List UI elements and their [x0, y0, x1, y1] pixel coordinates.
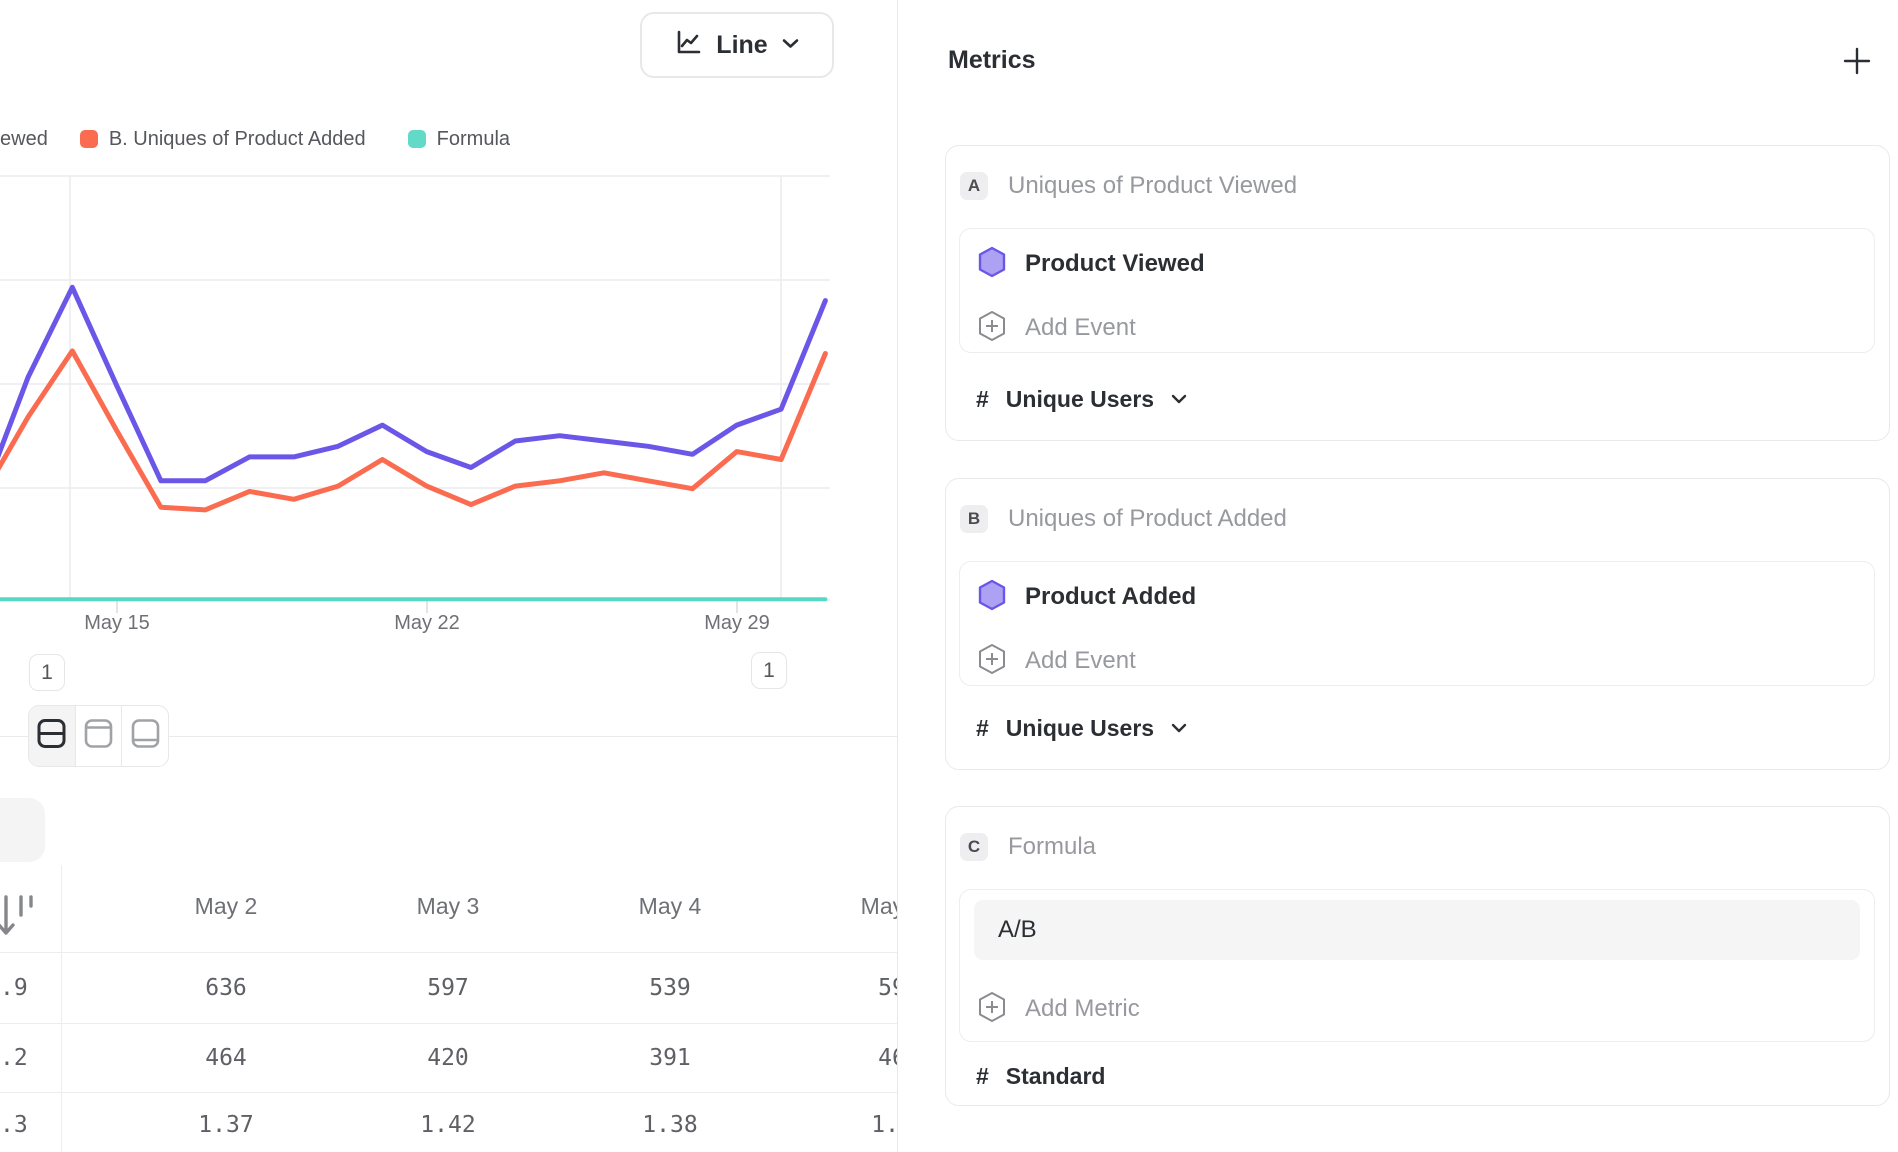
metric-card-label: Uniques of Product Added [1008, 505, 1287, 532]
table-cell: 391 [649, 1045, 691, 1071]
event-group: Product Added Add Event [959, 561, 1875, 686]
metric-card-a[interactable]: A Uniques of Product Viewed Product View… [945, 145, 1890, 441]
row-header-value: .3 [0, 1112, 28, 1138]
top-pane-icon [83, 717, 114, 755]
metric-card-b[interactable]: B Uniques of Product Added Product Added… [945, 478, 1890, 770]
series-line-b [0, 348, 828, 513]
add-event-row[interactable]: Add Event [978, 310, 1136, 347]
legend-swatch-teal [407, 130, 426, 148]
table-cell: 1.37 [198, 1112, 254, 1138]
add-metric-plus-icon[interactable] [1840, 44, 1874, 78]
chart-legend: ewed B. Uniques of Product Added Formula [0, 126, 510, 152]
line-chart-plot[interactable] [0, 170, 830, 616]
layout-bottom-button[interactable] [121, 706, 168, 766]
measure-selector[interactable]: # Unique Users [976, 715, 1187, 742]
layout-toggle-group [28, 705, 169, 767]
add-event-hexagon-plus-icon [978, 643, 1006, 680]
line-chart-icon [675, 29, 702, 61]
measure-name: Unique Users [1005, 386, 1155, 412]
add-event-hexagon-plus-icon [978, 310, 1006, 347]
add-event-label: Add Event [1025, 314, 1136, 341]
row-header-value: .2 [0, 1045, 28, 1071]
table-row-divider [0, 1023, 897, 1024]
table-cell: 597 [427, 975, 469, 1001]
table-cell: 420 [427, 1045, 469, 1071]
add-event-row[interactable]: Add Event [978, 643, 1136, 680]
table-cell: 464 [205, 1045, 247, 1071]
table-cell: 636 [205, 975, 247, 1001]
table-row-divider [0, 952, 897, 953]
metric-badge-b: B [960, 505, 988, 533]
event-group: Product Viewed Add Event [959, 228, 1875, 353]
table-cell: 59 [878, 975, 897, 1001]
event-name: Product Viewed [1025, 250, 1205, 277]
event-row[interactable]: Product Added [978, 579, 1197, 616]
table-cell: 46 [878, 1045, 897, 1071]
legend-item-b[interactable]: B. Uniques of Product Added [79, 127, 366, 151]
add-event-label: Add Event [1025, 647, 1136, 674]
metric-badge-a: A [960, 172, 988, 200]
row-header-value: .9 [0, 975, 28, 1001]
legend-label: ewed [0, 127, 48, 150]
formula-input[interactable]: A/B [974, 900, 1860, 960]
chart-type-label: Line [716, 30, 768, 59]
table-col-header[interactable]: May 2 [194, 893, 258, 919]
measure-selector[interactable]: # Unique Users [976, 386, 1187, 413]
hash-icon: # [976, 1063, 989, 1089]
table-cell: 539 [649, 975, 691, 1001]
table-col-header[interactable]: May 3 [416, 893, 480, 919]
series-line-a [0, 284, 828, 484]
event-row[interactable]: Product Viewed [978, 246, 1205, 283]
annotation-badge-left[interactable]: 1 [29, 654, 65, 691]
x-axis-label: May 29 [704, 612, 770, 634]
layout-top-button[interactable] [74, 706, 122, 766]
table-cell: 1.38 [642, 1112, 698, 1138]
table-col-header[interactable]: May 5 [860, 893, 897, 919]
metric-card-label: Uniques of Product Viewed [1008, 172, 1298, 199]
event-hexagon-icon [978, 579, 1006, 616]
metric-card-label: Formula [1008, 833, 1097, 860]
hash-icon: # [976, 386, 989, 412]
chart-module: Line ewed B. Uniques of Product Added Fo… [0, 0, 897, 1152]
split-view-icon [36, 717, 67, 755]
section-divider [0, 736, 897, 737]
add-metric-label: Add Metric [1025, 995, 1140, 1022]
measure-name: Unique Users [1005, 715, 1155, 741]
table-cell: 1.42 [420, 1112, 476, 1138]
chevron-down-icon [1171, 720, 1187, 738]
legend-item-formula[interactable]: Formula [407, 127, 511, 151]
panel-divider [897, 0, 898, 1152]
add-metric-hexagon-plus-icon [978, 991, 1006, 1028]
hash-icon: # [976, 715, 989, 741]
sort-descending-icon[interactable] [0, 893, 34, 950]
x-axis-label: May 22 [394, 612, 460, 634]
add-metric-row[interactable]: Add Metric [978, 991, 1140, 1028]
bottom-pane-icon [130, 717, 161, 755]
measure-selector[interactable]: # Standard [976, 1063, 1105, 1090]
event-name: Product Added [1025, 583, 1197, 610]
x-axis-label: May 15 [84, 612, 150, 634]
chart-canvas [0, 175, 830, 613]
table-col-header[interactable]: May 4 [638, 893, 702, 919]
metric-card-c[interactable]: C Formula A/B Add Metric # Standard [945, 806, 1890, 1106]
metric-badge-c: C [960, 833, 988, 861]
legend-label: B. Uniques of Product Added [108, 127, 366, 150]
annotation-badge-right[interactable]: 1 [751, 652, 787, 689]
chevron-down-icon [1171, 391, 1187, 409]
table-column-divider [61, 865, 62, 1152]
chart-type-dropdown[interactable]: Line [640, 12, 834, 78]
legend-item-a-truncated[interactable]: ewed [0, 128, 48, 151]
measure-name: Standard [1005, 1063, 1106, 1089]
event-hexagon-icon [978, 246, 1006, 283]
chevron-down-icon [782, 36, 799, 54]
layout-split-button[interactable] [29, 706, 75, 766]
formula-group: A/B Add Metric [959, 889, 1875, 1042]
table-cell: 1.2 [871, 1112, 897, 1138]
legend-swatch-orange [79, 130, 98, 148]
table-tab-stub[interactable] [0, 798, 45, 862]
metrics-panel-title: Metrics [948, 46, 1036, 74]
legend-label: Formula [436, 127, 511, 150]
table-row-divider [0, 1092, 897, 1093]
